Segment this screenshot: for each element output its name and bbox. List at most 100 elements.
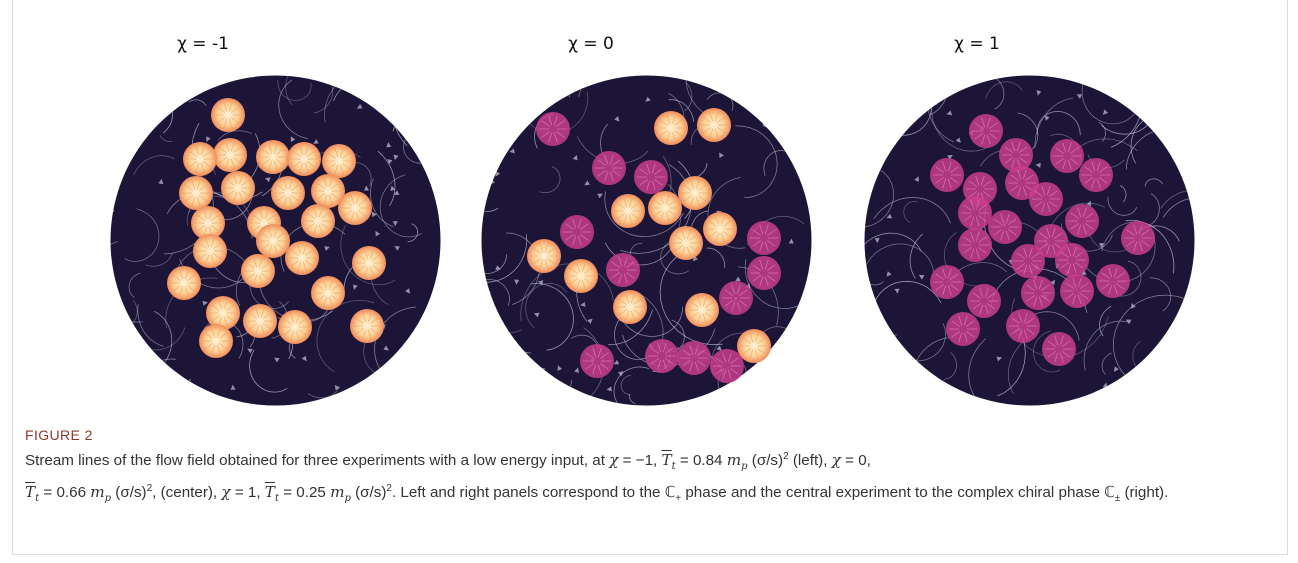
orange-particle	[685, 293, 719, 327]
orange-particle	[206, 296, 240, 330]
stream-arrow	[495, 265, 501, 271]
stream-arrow	[495, 171, 501, 177]
stream-arrow	[617, 371, 624, 377]
flow-field-left	[110, 75, 441, 406]
caption-symbol: ℂ	[664, 484, 676, 502]
stream-arrow	[375, 230, 381, 237]
orange-particle	[311, 174, 345, 208]
orange-particle	[564, 259, 598, 293]
caption-symbol: T	[264, 483, 275, 502]
orange-particle	[611, 194, 645, 228]
stream-line	[864, 232, 922, 264]
stream-arrow	[387, 397, 393, 403]
stream-line	[324, 75, 374, 123]
stream-line	[1083, 320, 1130, 371]
magenta-particle	[580, 344, 614, 378]
stream-line	[1120, 260, 1142, 297]
stream-arrow	[537, 280, 544, 286]
stream-line	[133, 155, 175, 175]
stream-arrow	[886, 213, 893, 219]
stream-line	[891, 75, 931, 78]
stream-line	[188, 99, 207, 106]
orange-particle	[285, 241, 319, 275]
magenta-particle	[1050, 139, 1084, 173]
stream-line	[1032, 330, 1061, 373]
magenta-particle	[988, 210, 1022, 244]
stream-arrow	[324, 246, 330, 251]
magenta-particle	[1011, 244, 1045, 278]
stream-line	[340, 224, 396, 286]
stream-line	[1119, 185, 1127, 203]
caption-symbol: +	[675, 493, 682, 505]
stream-arrow	[614, 116, 620, 122]
stream-arrow	[514, 279, 520, 285]
stream-arrow	[584, 180, 590, 186]
stream-line	[620, 164, 692, 254]
caption-text: phase and the central experiment to the …	[681, 484, 1105, 502]
stream-line	[137, 303, 164, 347]
magenta-particle	[1055, 243, 1089, 277]
magenta-particle	[1029, 182, 1063, 216]
magenta-particle	[930, 158, 964, 192]
stream-arrow	[371, 211, 377, 218]
stream-line	[613, 315, 650, 360]
panel-right	[862, 73, 1197, 408]
stream-line	[798, 380, 812, 406]
stream-arrow	[613, 359, 620, 365]
stream-arrow	[587, 318, 593, 324]
stream-line	[481, 234, 528, 283]
caption-symbol: m	[90, 483, 105, 502]
stream-arrow	[481, 200, 485, 205]
stream-arrow	[716, 345, 722, 351]
stream-line	[1036, 110, 1081, 136]
stream-line	[885, 99, 915, 132]
figure: χ = -1 χ = 0 χ = 1 FIGURE 2 Stream lines…	[12, 0, 1288, 555]
caption-text: (σ/s)	[747, 452, 784, 470]
stream-arrow	[1098, 242, 1104, 249]
magenta-particle	[969, 114, 1003, 148]
orange-particle	[527, 239, 561, 273]
flow-field-center	[481, 75, 812, 406]
stream-arrow	[392, 221, 398, 227]
stream-line	[706, 247, 726, 268]
stream-line	[1107, 196, 1138, 216]
stream-arrow	[393, 154, 399, 161]
stream-arrow	[274, 357, 280, 363]
stream-arrow	[574, 367, 579, 373]
panel-title-center: χ = 0	[568, 34, 614, 54]
stream-arrow	[788, 238, 794, 244]
magenta-particle	[958, 196, 992, 230]
panel-left	[108, 73, 443, 408]
panel-center	[479, 73, 814, 408]
orange-particle	[737, 329, 771, 363]
magenta-particle	[930, 265, 964, 299]
caption-symbol: p	[104, 493, 112, 505]
stream-arrow	[405, 288, 411, 294]
stream-arrow	[383, 345, 389, 351]
orange-particle	[271, 176, 305, 210]
stream-line	[1076, 232, 1156, 283]
stream-arrow	[386, 385, 392, 391]
stream-line	[903, 89, 938, 106]
orange-particle	[322, 144, 356, 178]
stream-arrow	[557, 365, 563, 371]
caption-symbol: t	[671, 461, 676, 473]
orange-particle	[167, 266, 201, 300]
stream-arrow	[572, 154, 578, 161]
orange-particle	[213, 138, 247, 172]
magenta-particle	[967, 284, 1001, 318]
stream-arrow	[1131, 303, 1136, 309]
caption-symbol: χ	[831, 451, 841, 470]
stream-line	[985, 81, 1023, 100]
stream-line	[767, 75, 794, 103]
caption-symbol: 2	[386, 483, 392, 495]
caption-symbol: ±	[1114, 493, 1121, 505]
stream-line	[153, 310, 173, 373]
magenta-particle	[645, 339, 679, 373]
caption-symbol: p	[741, 461, 748, 473]
caption-text: , (center),	[152, 484, 222, 502]
stream-arrow	[247, 348, 253, 354]
stream-arrow	[606, 386, 612, 392]
stream-line	[370, 178, 394, 227]
magenta-particle	[536, 112, 570, 146]
